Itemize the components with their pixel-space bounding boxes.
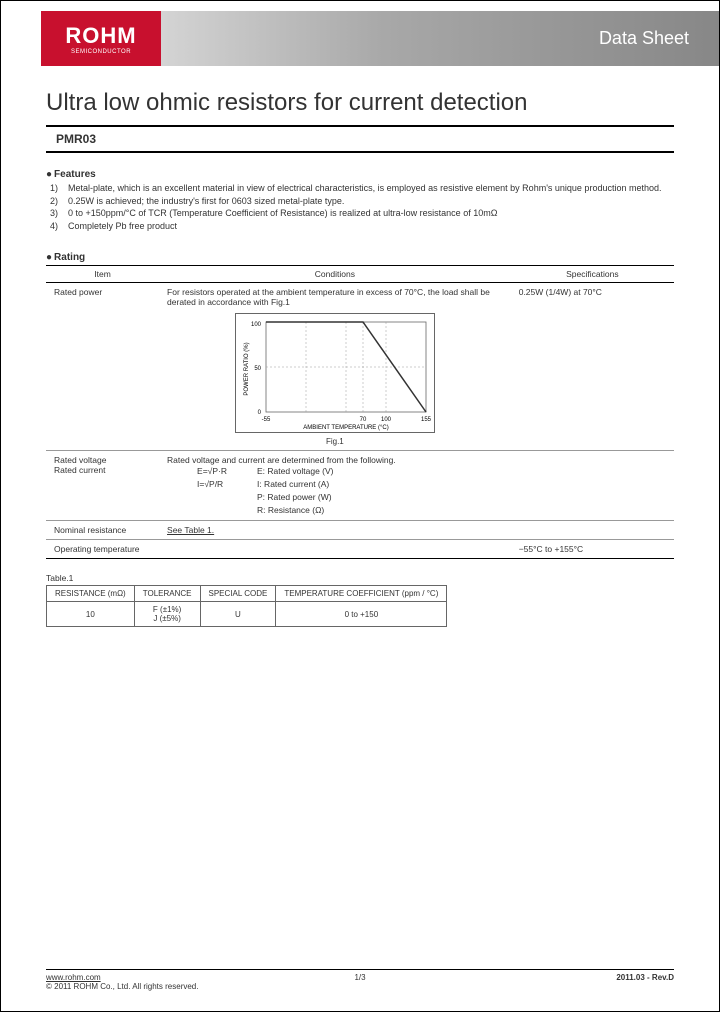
table1-label: Table.1 <box>46 573 674 583</box>
brand-subtitle: SEMICONDUCTOR <box>71 49 131 55</box>
rating-row: Nominal resistance See Table 1. <box>46 521 674 540</box>
rating-cond: See Table 1. <box>159 521 511 540</box>
svg-text:AMBIENT TEMPERATURE (°C): AMBIENT TEMPERATURE (°C) <box>303 425 388 431</box>
rating-cond: Rated voltage and current are determined… <box>159 451 511 521</box>
banner: Data Sheet <box>161 11 719 66</box>
footer-copyright: © 2011 ROHM Co., Ltd. All rights reserve… <box>46 982 198 991</box>
t1-col: RESISTANCE (mΩ) <box>47 586 135 602</box>
rating-cond: For resistors operated at the ambient te… <box>159 283 511 451</box>
svg-text:155: 155 <box>421 417 432 423</box>
rating-row: Rated power For resistors operated at th… <box>46 283 674 451</box>
feature-item: 4)Completely Pb free product <box>50 220 674 233</box>
rating-item: Rated voltage Rated current <box>46 451 159 521</box>
t1-col: SPECIAL CODE <box>200 586 276 602</box>
t1-col: TEMPERATURE COEFFICIENT (ppm / °C) <box>276 586 447 602</box>
footer-rev: 2011.03 - Rev.D <box>616 973 674 991</box>
svg-text:100: 100 <box>251 322 262 328</box>
feature-item: 2)0.25W is achieved; the industry's firs… <box>50 195 674 208</box>
derating-chart: POWER RATIO (%) AMBIENT TEMPERATURE (°C)… <box>235 313 435 446</box>
feature-item: 1)Metal-plate, which is an excellent mat… <box>50 182 674 195</box>
features-heading: Features <box>46 169 674 180</box>
header: ROHM SEMICONDUCTOR Data Sheet <box>1 1 719 71</box>
svg-text:100: 100 <box>381 417 392 423</box>
rating-spec: −55°C to +155°C <box>511 540 674 559</box>
content: Ultra low ohmic resistors for current de… <box>1 89 719 627</box>
footer-url: www.rohm.com <box>46 973 198 982</box>
rating-spec <box>511 451 674 521</box>
svg-text:50: 50 <box>254 366 261 372</box>
rating-spec <box>511 521 674 540</box>
table1: RESISTANCE (mΩ) TOLERANCE SPECIAL CODE T… <box>46 585 447 627</box>
t1-col: TOLERANCE <box>134 586 200 602</box>
rating-item: Rated power <box>46 283 159 451</box>
footer-left: www.rohm.com © 2011 ROHM Co., Ltd. All r… <box>46 973 198 991</box>
svg-text:POWER RATIO (%): POWER RATIO (%) <box>244 343 250 396</box>
rating-row: Operating temperature −55°C to +155°C <box>46 540 674 559</box>
banner-label: Data Sheet <box>599 28 689 49</box>
footer-page: 1/3 <box>354 973 365 982</box>
svg-text:0: 0 <box>258 410 262 416</box>
svg-text:70: 70 <box>360 417 367 423</box>
t1-row: 10 F (±1%) J (±5%) U 0 to +150 <box>47 602 447 627</box>
fig-label: Fig.1 <box>235 437 435 446</box>
rating-col-item: Item <box>46 266 159 283</box>
part-number: PMR03 <box>56 132 96 146</box>
rating-cond <box>159 540 511 559</box>
rating-item: Nominal resistance <box>46 521 159 540</box>
svg-text:-55: -55 <box>262 417 271 423</box>
feature-item: 3)0 to +150ppm/°C of TCR (Temperature Co… <box>50 207 674 220</box>
rating-col-cond: Conditions <box>159 266 511 283</box>
rating-item: Operating temperature <box>46 540 159 559</box>
rating-heading: Rating <box>46 252 674 263</box>
chart-svg: POWER RATIO (%) AMBIENT TEMPERATURE (°C)… <box>235 313 435 433</box>
features-list: 1)Metal-plate, which is an excellent mat… <box>46 182 674 232</box>
page-title: Ultra low ohmic resistors for current de… <box>46 89 674 117</box>
part-number-row: PMR03 <box>46 125 674 153</box>
brand-logo: ROHM SEMICONDUCTOR <box>41 11 161 66</box>
rating-table: Item Conditions Specifications Rated pow… <box>46 265 674 559</box>
rating-spec: 0.25W (1/4W) at 70°C <box>511 283 674 451</box>
rating-row: Rated voltage Rated current Rated voltag… <box>46 451 674 521</box>
rating-col-spec: Specifications <box>511 266 674 283</box>
datasheet-page: ROHM SEMICONDUCTOR Data Sheet Ultra low … <box>1 1 719 627</box>
brand-name: ROHM <box>65 23 136 49</box>
footer: www.rohm.com © 2011 ROHM Co., Ltd. All r… <box>46 969 674 991</box>
